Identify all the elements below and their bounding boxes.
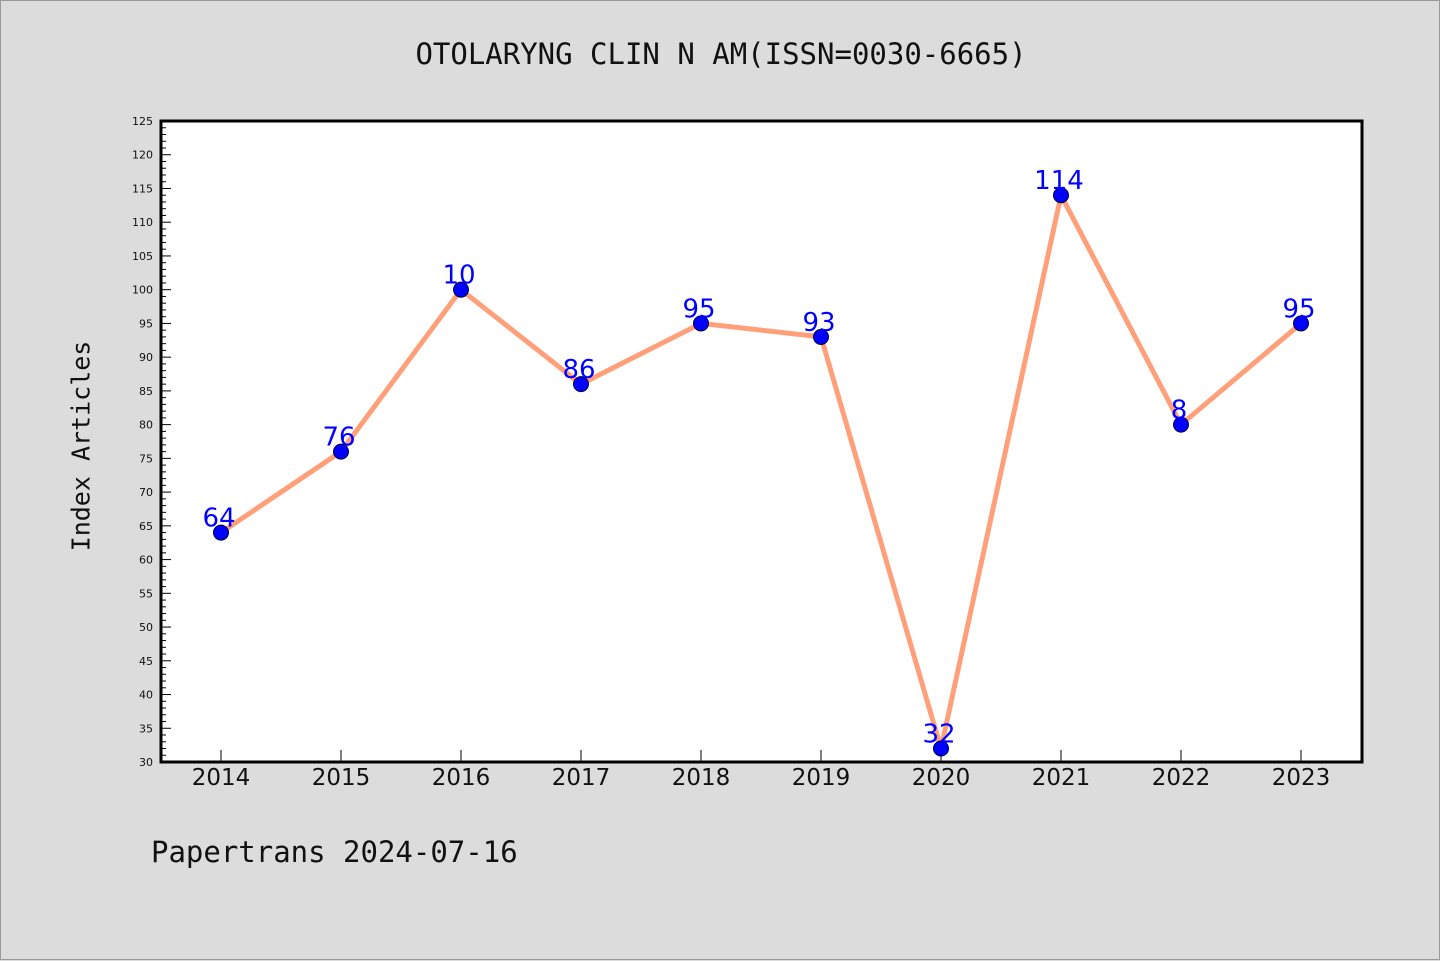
y-tick-label: 50: [139, 621, 153, 634]
data-label: 95: [1282, 294, 1315, 324]
y-tick-label: 80: [139, 419, 153, 432]
x-tick-label: 2019: [792, 765, 851, 791]
y-tick-label: 60: [139, 554, 153, 567]
x-tick-label: 2023: [1272, 765, 1331, 791]
series-line: [218, 192, 1304, 752]
x-tick-label: 2022: [1152, 765, 1211, 791]
data-label: 76: [322, 423, 355, 453]
data-label: 95: [682, 294, 715, 324]
y-tick-label: 45: [139, 655, 153, 668]
data-point: [333, 443, 349, 460]
data-label: 32: [922, 720, 955, 750]
data-label: 8: [1171, 396, 1188, 426]
x-tick-label: 2021: [1032, 765, 1091, 791]
data-point: [813, 328, 829, 345]
data-point: [1053, 187, 1069, 204]
y-tick-label: 40: [139, 689, 153, 702]
y-tick-label: 30: [139, 756, 153, 769]
data-point: [933, 740, 949, 757]
data-label: 64: [202, 504, 235, 534]
data-point: [213, 524, 229, 541]
x-tick-label: 2020: [912, 765, 971, 791]
y-tick-label: 70: [139, 486, 153, 499]
data-label: 10: [442, 261, 475, 291]
footer-credit: Papertrans 2024-07-16: [151, 835, 518, 869]
y-tick-label: 115: [132, 182, 153, 195]
x-tick-label: 2017: [552, 765, 611, 791]
plot-border: [159, 119, 1364, 764]
y-tick-label: 65: [139, 520, 153, 533]
y-tick-label: 90: [139, 351, 153, 364]
y-tick-label: 35: [139, 722, 153, 735]
x-tick-label: 2016: [432, 765, 491, 791]
x-tick-label: 2018: [672, 765, 731, 791]
data-point: [1173, 416, 1189, 433]
y-tick-label: 110: [132, 216, 153, 229]
y-tick-label: 105: [132, 250, 153, 263]
data-label: 86: [562, 355, 595, 385]
data-label: 114: [1034, 166, 1084, 196]
y-tick-label: 75: [139, 452, 153, 465]
x-tick-label: 2014: [192, 765, 251, 791]
plot-area: [161, 121, 1362, 762]
y-tick-label: 100: [132, 284, 153, 297]
chart-title: OTOLARYNG CLIN N AM(ISSN=0030-6665): [415, 37, 1027, 71]
y-tick-label: 95: [139, 317, 153, 330]
y-tick-label: 85: [139, 385, 153, 398]
y-tick-label: 55: [139, 587, 153, 600]
y-tick-label: 125: [132, 115, 153, 128]
y-tick-label: 120: [132, 149, 153, 162]
data-point: [573, 376, 589, 393]
x-tick-label: 2015: [312, 765, 371, 791]
data-point: [453, 281, 469, 298]
data-point: [1293, 315, 1309, 332]
data-point: [693, 315, 709, 332]
data-label: 93: [802, 308, 835, 338]
